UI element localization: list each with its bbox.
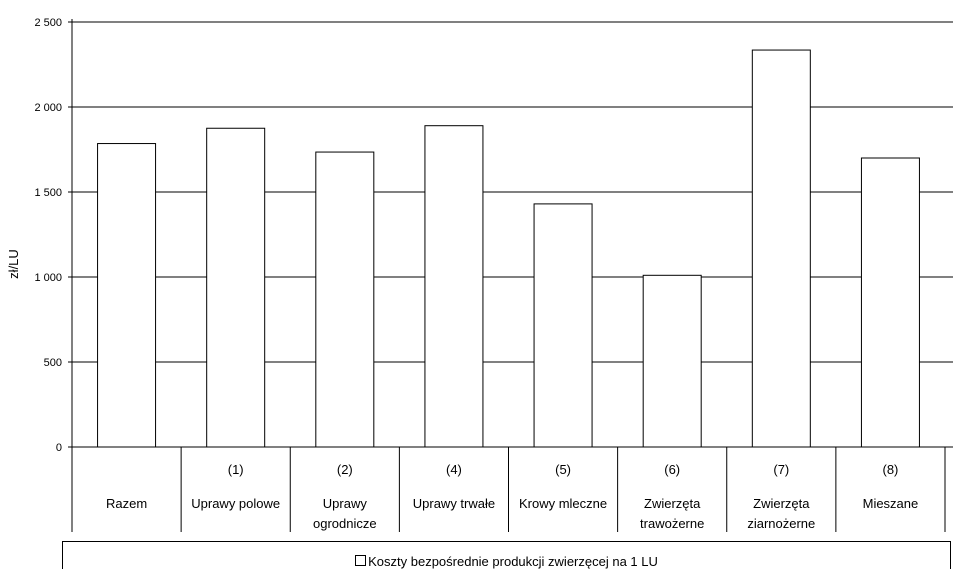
category-label: Uprawy polowe (191, 496, 280, 511)
bar (860, 157, 920, 448)
y-tick-label: 2 500 (34, 17, 62, 29)
bar (206, 127, 266, 448)
legend-swatch (355, 555, 367, 566)
category-label: Uprawy trwałe (413, 496, 495, 511)
bar (642, 274, 702, 448)
category-code: (5) (555, 462, 571, 477)
category-code: (2) (337, 462, 353, 477)
category-label: Zwierzęta (753, 496, 810, 511)
category-label: Uprawy (323, 496, 368, 511)
y-axis-label: zł/LU (6, 249, 21, 279)
bar (97, 143, 157, 448)
y-tick-label: 1 500 (34, 187, 62, 199)
y-tick-label: 1 000 (34, 272, 62, 284)
bar (315, 151, 375, 448)
legend-label: Koszty bezpośrednie produkcji zwierzęcej… (368, 554, 658, 569)
category-label: Krowy mleczne (519, 496, 607, 511)
category-label: trawożerne (640, 516, 704, 531)
y-tick-label: 0 (56, 442, 62, 454)
category-code: (1) (228, 462, 244, 477)
category-code: (7) (773, 462, 789, 477)
bar (533, 203, 593, 448)
category-label: ziarnożerne (747, 516, 815, 531)
bar (424, 125, 484, 448)
y-tick-label: 2 000 (34, 102, 62, 114)
category-label: ogrodnicze (313, 516, 377, 531)
category-label: Zwierzęta (644, 496, 701, 511)
bar (751, 49, 811, 448)
category-code: (4) (446, 462, 462, 477)
category-label: Razem (106, 496, 147, 511)
category-code: (8) (882, 462, 898, 477)
y-tick-label: 500 (44, 357, 62, 369)
category-label: Mieszane (863, 496, 919, 511)
category-code: (6) (664, 462, 680, 477)
legend: Koszty bezpośrednie produkcji zwierzęcej… (62, 541, 951, 569)
